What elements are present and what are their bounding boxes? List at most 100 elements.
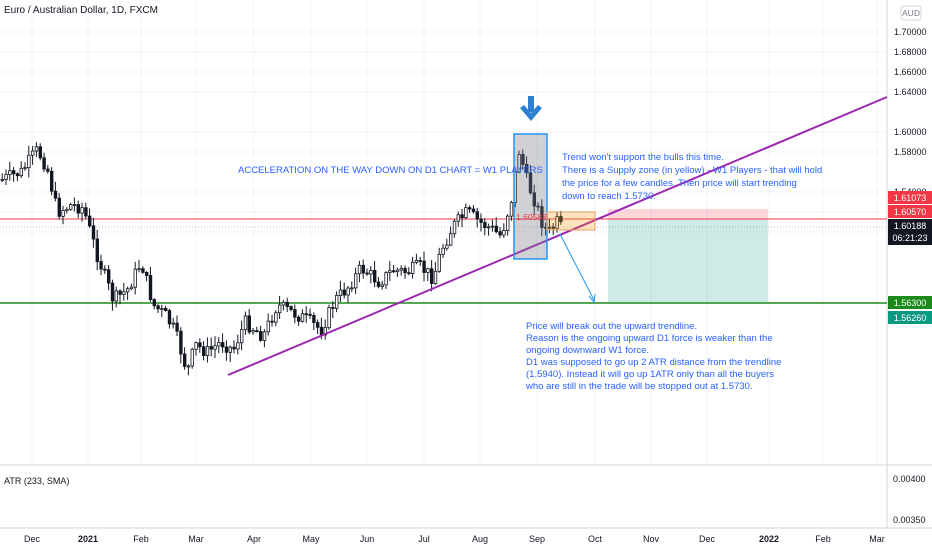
candle-body: [281, 301, 286, 306]
candle-body: [99, 261, 103, 270]
candle-body: [11, 170, 16, 175]
candle-body: [475, 211, 479, 220]
take-profit-zone[interactable]: [608, 219, 768, 303]
trend-note-line: down to reach 1.5730.: [562, 191, 656, 202]
candle-body: [114, 290, 118, 302]
price-tick: 1.60000: [894, 127, 927, 137]
currency-badge[interactable]: AUD: [900, 5, 922, 21]
candle-body: [448, 233, 453, 246]
atr-indicator-label[interactable]: ATR (233, SMA): [4, 476, 69, 486]
candle-body: [395, 269, 400, 273]
candle-body: [110, 282, 115, 302]
box-price-label: 1.60583: [516, 212, 547, 222]
time-tick: Feb: [133, 534, 149, 544]
candle-body: [418, 260, 422, 262]
supply-zone-box[interactable]: [513, 133, 548, 260]
candle-body: [179, 330, 183, 355]
time-axis[interactable]: Dec 2021 Feb Mar Apr May Jun Jul Aug Sep Oct Nov Dec…: [24, 534, 885, 544]
candle-body: [486, 226, 491, 229]
time-tick: Aug: [472, 534, 488, 544]
candlestick-series[interactable]: [0, 141, 563, 376]
candle-body: [262, 331, 267, 341]
candle-body: [27, 154, 31, 169]
trendline[interactable]: [227, 96, 888, 376]
candle-body: [456, 214, 460, 222]
candle-body: [243, 315, 248, 331]
candle-body: [4, 174, 8, 180]
breakout-note[interactable]: Price will break out the upward trendlin…: [525, 321, 781, 392]
candle-body: [156, 305, 160, 310]
candle-body: [69, 204, 73, 210]
candle-body: [536, 205, 540, 208]
candle-body: [555, 216, 559, 229]
time-tick: Apr: [247, 534, 261, 544]
candle-body: [460, 214, 464, 219]
candle-body: [445, 244, 449, 249]
supply-zone-yellow[interactable]: [546, 211, 596, 231]
candle-body: [72, 204, 77, 206]
candle-body: [429, 268, 434, 284]
candle-body: [407, 272, 411, 275]
stop-loss-zone[interactable]: [608, 209, 768, 219]
candle-body: [327, 307, 331, 329]
candle-body: [308, 313, 312, 316]
candle-body: [65, 208, 69, 211]
grid-lines: [0, 0, 887, 465]
time-tick: Jun: [360, 534, 375, 544]
candle-body: [107, 269, 111, 284]
time-tick: May: [302, 534, 320, 544]
candle-body: [380, 284, 384, 287]
candle-body: [547, 226, 552, 229]
time-tick: Dec: [699, 534, 716, 544]
candle-body: [258, 331, 263, 341]
candle-body: [490, 225, 495, 228]
price-axis[interactable]: [887, 0, 932, 528]
candle-body: [372, 270, 377, 283]
symbol-title[interactable]: Euro / Australian Dollar, 1D, FXCM: [4, 5, 158, 16]
projection-arrow[interactable]: [559, 233, 595, 301]
candle-body: [152, 299, 156, 307]
candle-body: [53, 190, 58, 199]
candle-body: [505, 215, 510, 231]
candle-body: [23, 167, 27, 170]
countdown: 06:21:23: [892, 233, 927, 243]
time-tick: 2022: [759, 534, 779, 544]
candle-body: [141, 268, 145, 273]
time-tick: Dec: [24, 534, 41, 544]
candle-body: [186, 365, 191, 368]
candle-body: [95, 238, 99, 262]
candle-body: [464, 207, 468, 219]
candle-body: [528, 172, 533, 194]
candle-body: [213, 345, 217, 350]
candle-body: [175, 322, 179, 332]
candle-body: [209, 346, 213, 350]
trend-note[interactable]: Trend won't support the bulls this time.…: [562, 152, 822, 202]
candle-body: [319, 326, 324, 336]
acceleration-note[interactable]: ACCELERATION ON THE WAY DOWN ON D1 CHART…: [238, 165, 543, 176]
candle-body: [365, 272, 369, 275]
candle-body: [19, 167, 23, 177]
candle-body: [126, 288, 130, 293]
candle-body: [334, 295, 339, 309]
candle-body: [57, 197, 61, 217]
candle-body: [88, 215, 92, 227]
candle-body: [357, 264, 362, 275]
price-tick: 1.68000: [894, 47, 927, 57]
candle-body: [201, 346, 206, 356]
candle-body: [274, 312, 278, 323]
breakout-note-line: Reason is the ongoing upward D1 force is…: [526, 333, 773, 344]
candle-body: [228, 346, 232, 353]
candle-body: [346, 287, 350, 296]
candle-body: [369, 270, 373, 275]
candle-body: [361, 264, 365, 274]
candle-body: [217, 342, 221, 347]
time-tick: Mar: [869, 534, 885, 544]
candle-body: [502, 230, 506, 236]
candle-body: [46, 168, 50, 172]
trend-note-line: the price for a few candles. Then price …: [562, 178, 797, 189]
svg-text:1.60188: 1.60188: [894, 221, 927, 231]
candle-body: [198, 342, 202, 348]
candle-body: [277, 304, 282, 314]
price-tick: 1.64000: [894, 87, 927, 97]
